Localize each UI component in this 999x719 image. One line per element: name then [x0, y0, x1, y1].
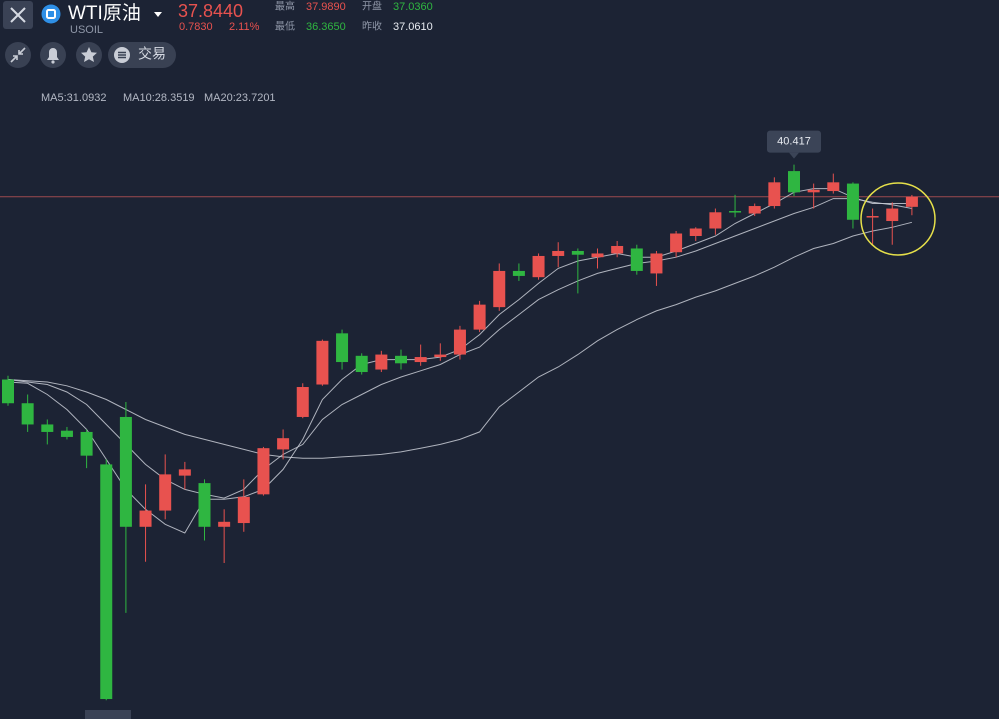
candle-body	[316, 340, 329, 385]
stat-value: 37.0360	[393, 1, 433, 13]
candle-body	[827, 182, 840, 192]
candle-body	[2, 379, 14, 404]
legend-entry: MA20:23.7201	[204, 92, 276, 104]
candle-body	[178, 469, 191, 476]
trade-button-label[interactable]: 交易	[138, 46, 166, 62]
candle-body	[80, 431, 93, 456]
candle-body	[237, 496, 250, 524]
ma-line	[7, 221, 913, 459]
symbol-selector[interactable]: WTI原油	[68, 2, 162, 24]
candle-body	[257, 448, 270, 495]
candle-body	[630, 248, 643, 271]
candle-body	[532, 255, 545, 278]
legend-entry: MA10:28.3519	[123, 92, 195, 104]
candle-body	[198, 483, 211, 527]
candle-body	[689, 228, 702, 236]
candle-body	[139, 510, 152, 527]
candle-body	[650, 253, 663, 274]
candle-body	[434, 354, 447, 358]
stat-value: 37.9890	[306, 1, 346, 13]
highlight-circle	[860, 182, 936, 256]
price-change-pct: 2.11%	[229, 21, 260, 33]
candle-body	[670, 233, 683, 253]
candle-body	[41, 424, 54, 432]
candle-body	[21, 403, 34, 425]
plot-area: 40.417	[0, 130, 999, 701]
candle-body	[788, 171, 800, 193]
high-marker-pointer	[789, 152, 799, 159]
stat-value: 36.3650	[306, 21, 346, 33]
stat-label: 最高	[275, 0, 295, 13]
candle-body	[296, 387, 309, 417]
candle-body	[552, 250, 565, 256]
candle-body	[886, 208, 899, 222]
stat-label: 昨收	[362, 20, 382, 33]
trade-button[interactable]: 交易	[108, 42, 176, 68]
candle-body	[60, 430, 73, 437]
symbol-code: USOIL	[70, 24, 103, 36]
candle-body	[159, 474, 172, 511]
symbol-icon	[41, 4, 61, 24]
candle-body	[355, 355, 368, 373]
candle-body	[414, 357, 427, 363]
stat-value: 37.0610	[393, 21, 433, 33]
dropdown-arrow[interactable]	[154, 12, 162, 17]
symbol-name[interactable]: WTI原油	[68, 2, 141, 24]
crosshair-date-tag	[85, 710, 131, 719]
high-marker-label: 40.417	[777, 136, 811, 148]
candle-body	[729, 211, 742, 213]
candle-body	[512, 270, 525, 276]
candle-body	[846, 183, 859, 220]
alert-button[interactable]	[40, 42, 66, 68]
candle-body	[768, 182, 781, 207]
close-button[interactable]	[3, 1, 33, 29]
legend-entry: MA5:31.0932	[41, 92, 106, 104]
candle-body	[119, 416, 132, 527]
candle-body	[571, 250, 584, 255]
stat-label: 开盘	[362, 0, 382, 13]
candle-body	[473, 304, 486, 330]
candle-body	[709, 212, 722, 229]
candle-body	[375, 354, 388, 370]
candle-body	[493, 270, 506, 308]
candle-body	[100, 464, 113, 700]
candle-body	[453, 329, 466, 355]
candle-body	[866, 216, 879, 218]
high-marker: 40.417	[767, 130, 821, 159]
candle-body	[336, 333, 349, 363]
candle-body	[807, 189, 820, 193]
candle-body	[905, 196, 918, 207]
candle-body	[277, 438, 290, 450]
candle-body	[218, 521, 231, 527]
candle-body	[748, 206, 761, 214]
candle-body	[591, 253, 604, 258]
expand-button[interactable]	[5, 42, 31, 68]
last-price: 37.8440	[178, 1, 243, 21]
price-change: 0.7830	[179, 21, 213, 33]
stat-label: 最低	[275, 20, 295, 33]
favorite-button[interactable]	[76, 42, 102, 68]
candle-body	[395, 355, 407, 364]
high-marker-box	[767, 130, 821, 153]
candle-body	[611, 245, 624, 254]
